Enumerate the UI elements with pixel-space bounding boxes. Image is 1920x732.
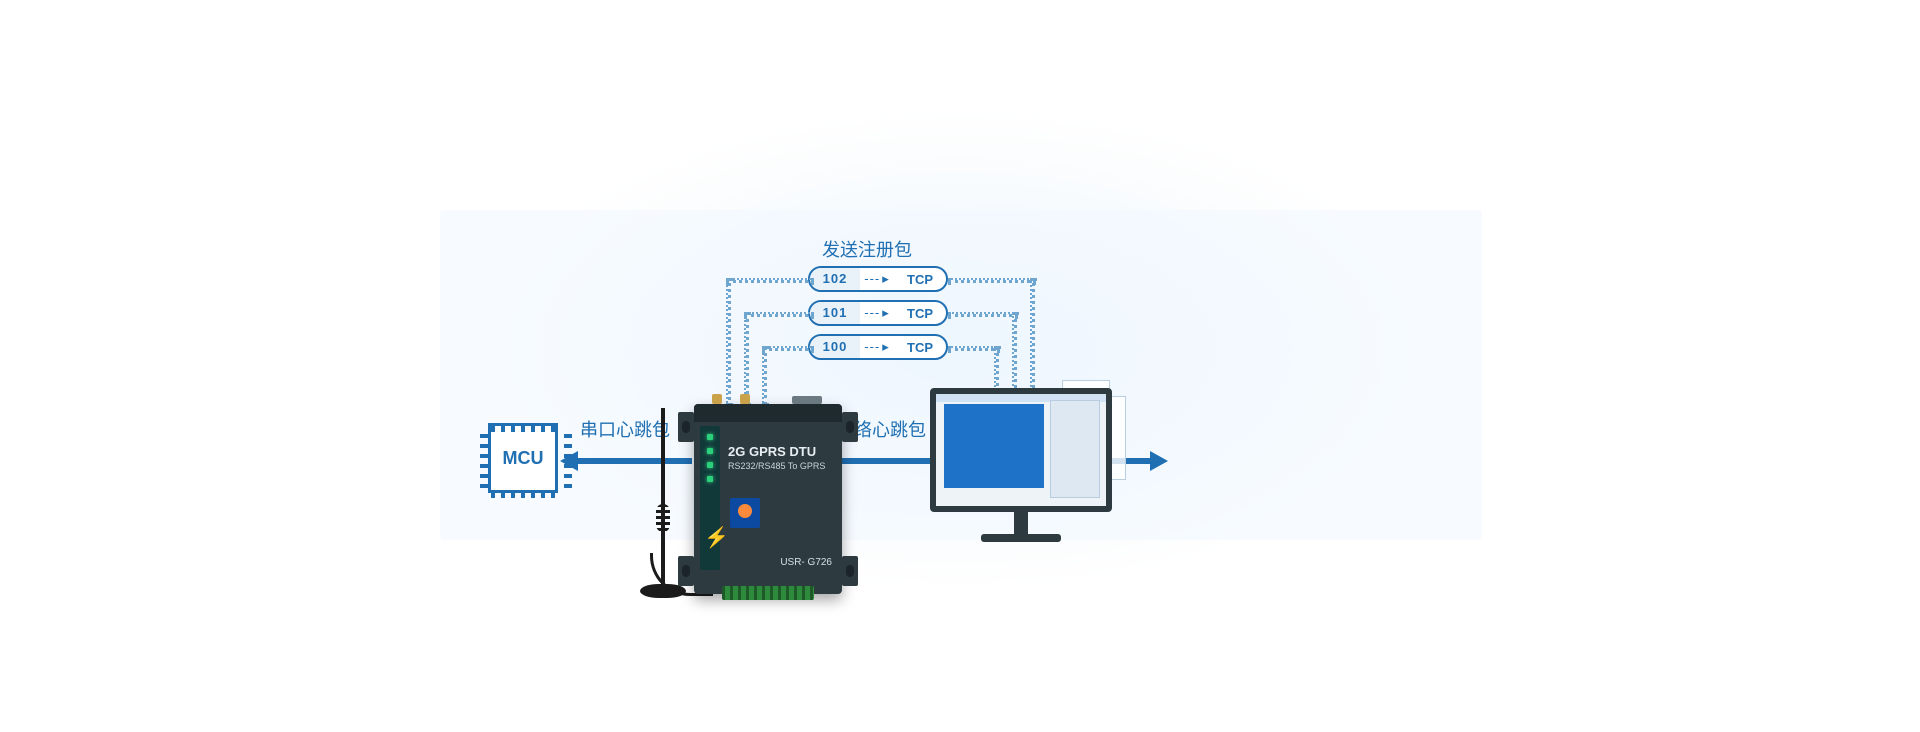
dot-right-h-101 [948, 312, 1018, 317]
pill-102-tcp: 102 --- TCP [808, 266, 948, 292]
app-window [944, 404, 1044, 488]
pill-num: 100 [810, 336, 860, 358]
pill-proto: TCP [894, 340, 946, 355]
pill-101-tcp: 101 --- TCP [808, 300, 948, 326]
terminal-ports-icon [722, 586, 814, 600]
device-subtitle: RS232/RS485 To GPRS [728, 461, 832, 471]
mount-ear [842, 412, 858, 442]
side-panel [1050, 400, 1100, 498]
dot-right-v-102 [1030, 278, 1035, 406]
pill-num: 102 [810, 268, 860, 290]
dot-right-h-100 [948, 346, 1000, 351]
led-icon [707, 476, 713, 482]
pill-proto: TCP [894, 306, 946, 321]
pill-dash-arrow-icon: --- [860, 339, 894, 355]
pill-proto: TCP [894, 272, 946, 287]
sma-connector-icon [740, 394, 750, 404]
label-send-register: 发送注册包 [822, 236, 912, 262]
dot-left-h-101 [744, 312, 814, 317]
device-top [694, 404, 842, 422]
sim-slot-icon [792, 396, 822, 404]
led-icon [707, 434, 713, 440]
device-model: USR- G726 [780, 557, 832, 568]
device-text: 2G GPRS DTU RS232/RS485 To GPRS [728, 444, 832, 471]
mcu-chip: MCU [488, 423, 558, 493]
dot-left-v-100 [762, 346, 767, 406]
led-icon [707, 448, 713, 454]
server-monitor [930, 388, 1112, 542]
device-title: 2G GPRS DTU [728, 444, 832, 459]
lightning-icon: ⚡ [704, 525, 729, 550]
mount-ear [678, 556, 694, 586]
mount-ear [842, 556, 858, 586]
monitor-screen [930, 388, 1112, 512]
led-icon [707, 462, 713, 468]
dot-left-h-100 [762, 346, 814, 351]
mount-ear [678, 412, 694, 442]
pill-num: 101 [810, 302, 860, 324]
dot-left-v-101 [744, 312, 749, 406]
pill-dash-arrow-icon: --- [860, 305, 894, 321]
device-badge-icon [730, 498, 760, 528]
dot-left-v-102 [726, 278, 731, 406]
dot-left-h-102 [726, 278, 814, 283]
dtu-device: ⚡ 2G GPRS DTU RS232/RS485 To GPRS USR- G… [694, 404, 842, 594]
monitor-foot [981, 534, 1061, 542]
antenna-coil [656, 504, 670, 532]
diagram-canvas: MCU 串口心跳包 网络心跳包 发送注册包 102 --- TCP 101 --… [0, 0, 1920, 732]
arrow-head-right-icon [1150, 451, 1168, 471]
pill-100-tcp: 100 --- TCP [808, 334, 948, 360]
arrow-head-left-icon [560, 451, 578, 471]
sma-connector-icon [712, 394, 722, 404]
dot-right-h-102 [948, 278, 1036, 283]
mcu-label: MCU [503, 448, 544, 469]
pill-dash-arrow-icon: --- [860, 271, 894, 287]
monitor-stand [1014, 512, 1028, 534]
